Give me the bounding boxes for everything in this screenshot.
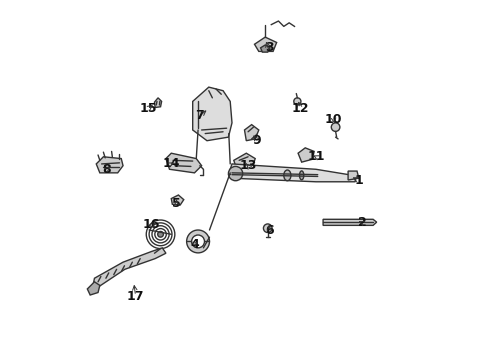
Circle shape	[149, 223, 172, 246]
Text: 2: 2	[357, 216, 366, 229]
Text: 10: 10	[325, 113, 342, 126]
Text: 12: 12	[290, 102, 308, 115]
Text: 15: 15	[139, 102, 157, 115]
Circle shape	[155, 229, 166, 240]
Text: 7: 7	[195, 109, 204, 122]
Polygon shape	[171, 195, 183, 205]
Circle shape	[191, 235, 204, 248]
Text: 5: 5	[172, 197, 181, 210]
Polygon shape	[244, 125, 258, 141]
Polygon shape	[323, 219, 376, 225]
Text: 6: 6	[264, 224, 273, 237]
Text: 1: 1	[354, 174, 363, 186]
Circle shape	[293, 98, 300, 105]
Polygon shape	[230, 164, 354, 182]
Polygon shape	[298, 148, 313, 162]
Text: 16: 16	[142, 218, 160, 231]
Polygon shape	[347, 171, 358, 180]
Text: 4: 4	[190, 238, 199, 251]
Text: 14: 14	[162, 157, 180, 170]
Circle shape	[331, 123, 339, 131]
Circle shape	[228, 166, 242, 181]
Polygon shape	[93, 248, 165, 287]
Text: 3: 3	[264, 41, 273, 54]
Text: 9: 9	[252, 134, 261, 147]
Circle shape	[146, 220, 175, 249]
Polygon shape	[165, 153, 201, 173]
Polygon shape	[260, 45, 270, 52]
Polygon shape	[154, 98, 162, 108]
Circle shape	[152, 226, 169, 243]
Ellipse shape	[283, 170, 290, 181]
Polygon shape	[96, 157, 123, 173]
Ellipse shape	[299, 171, 303, 180]
Polygon shape	[233, 153, 255, 171]
Text: 11: 11	[306, 150, 324, 163]
Text: 17: 17	[126, 289, 144, 303]
Circle shape	[157, 231, 163, 237]
Circle shape	[186, 230, 209, 253]
Circle shape	[263, 224, 271, 233]
Polygon shape	[254, 37, 276, 51]
Polygon shape	[87, 282, 100, 295]
Text: 8: 8	[102, 163, 111, 176]
Polygon shape	[192, 87, 231, 141]
Text: 13: 13	[239, 159, 256, 172]
